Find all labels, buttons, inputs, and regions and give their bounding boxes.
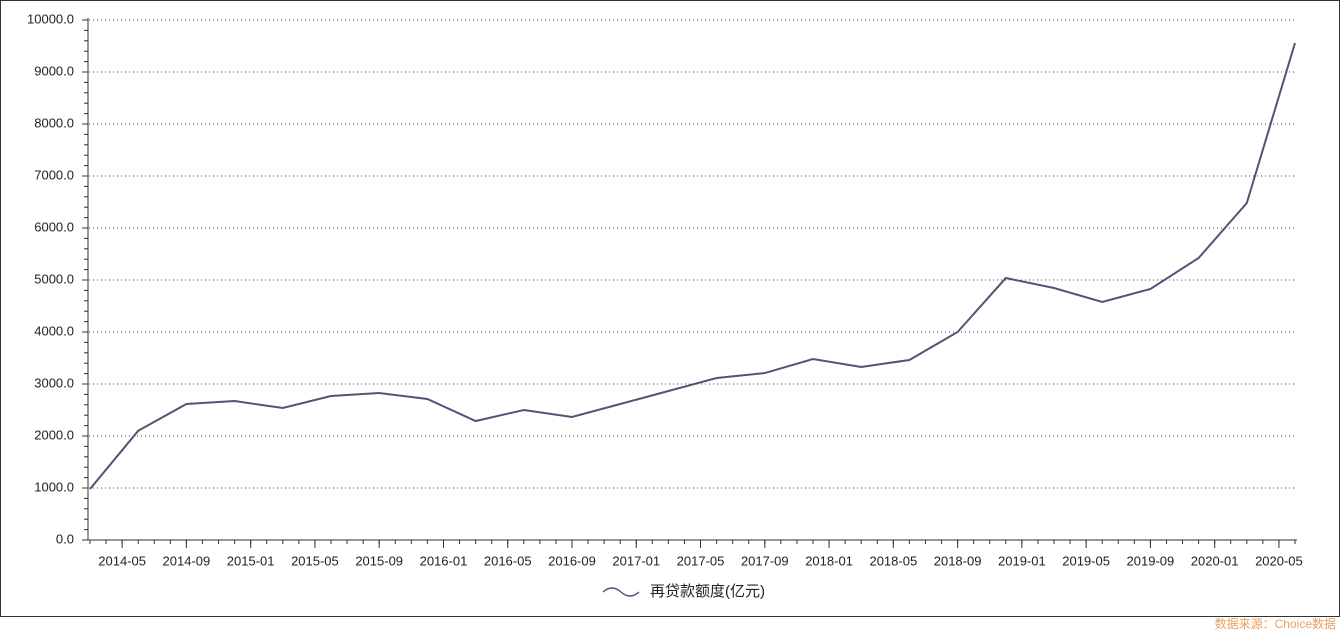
x-tick-label: 2017-05 [677,553,725,568]
y-tick-label: 2000.0 [34,427,74,442]
x-tick-label: 2020-01 [1191,553,1239,568]
y-tick-label: 1000.0 [34,479,74,494]
x-tick-label: 2016-01 [420,553,468,568]
x-tick-label: 2015-05 [291,553,339,568]
y-tick-label: 3000.0 [34,375,74,390]
y-tick-label: 10000.0 [27,11,74,26]
legend-label: 再贷款额度(亿元) [650,583,765,600]
frame [0,0,1340,617]
y-tick-label: 9000.0 [34,63,74,78]
x-tick-label: 2019-05 [1062,553,1110,568]
legend-swatch [602,587,640,597]
x-tick-label: 2016-05 [484,553,532,568]
x-tick-label: 2015-09 [355,553,403,568]
y-tick-label: 4000.0 [34,323,74,338]
x-tick-label: 2018-09 [934,553,982,568]
y-tick-label: 6000.0 [34,219,74,234]
x-tick-label: 2014-09 [163,553,211,568]
x-tick-label: 2017-09 [741,553,789,568]
x-tick-label: 2016-09 [548,553,596,568]
y-tick-label: 5000.0 [34,271,74,286]
x-tick-label: 2018-05 [869,553,917,568]
x-tick-label: 2017-01 [612,553,660,568]
x-tick-label: 2019-09 [1127,553,1175,568]
x-tick-label: 2019-01 [998,553,1046,568]
y-tick-label: 0.0 [56,531,74,546]
x-tick-label: 2018-01 [805,553,853,568]
x-tick-label: 2020-05 [1255,553,1303,568]
y-tick-label: 7000.0 [34,167,74,182]
line-series [89,42,1296,490]
y-tick-label: 8000.0 [34,115,74,130]
source-note: 数据来源：Choice数据 [1215,616,1336,631]
x-tick-label: 2015-01 [227,553,275,568]
x-tick-label: 2014-05 [98,553,146,568]
